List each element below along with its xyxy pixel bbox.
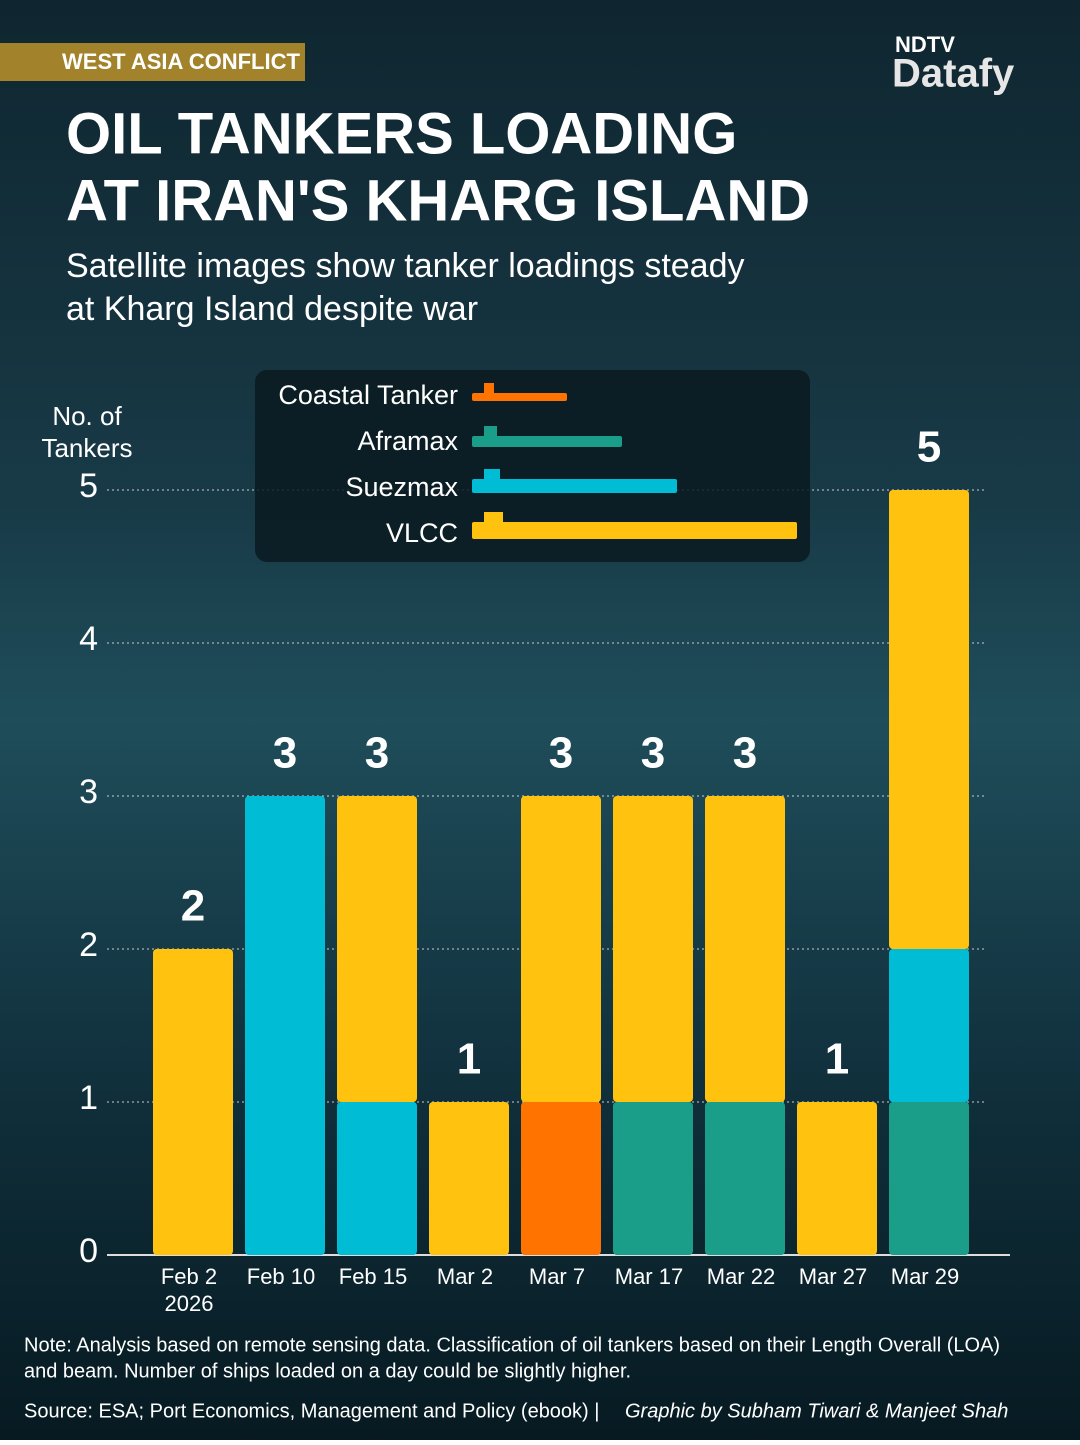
bar-segment xyxy=(337,1102,417,1255)
bar-segment xyxy=(521,1102,601,1255)
legend-swatch xyxy=(472,436,622,447)
total-label: 3 xyxy=(549,729,573,778)
total-label: 1 xyxy=(825,1035,849,1084)
legend-swatch-bridge xyxy=(484,426,497,438)
legend-swatch xyxy=(472,522,797,539)
legend-swatch-bridge xyxy=(484,383,494,395)
bar-segment xyxy=(429,1102,509,1255)
y-axis-label: Tankers xyxy=(41,433,132,463)
legend-swatch xyxy=(472,479,677,493)
bar-segment xyxy=(889,949,969,1102)
note-line: and beam. Number of ships loaded on a da… xyxy=(24,1360,631,1382)
total-label: 3 xyxy=(641,729,665,778)
x-tick-label: Mar 29 xyxy=(891,1264,959,1289)
x-tick-label: Mar 27 xyxy=(799,1264,867,1289)
x-tick-label: Mar 17 xyxy=(615,1264,683,1289)
total-label: 5 xyxy=(917,423,941,472)
x-tick-label: Feb 2 xyxy=(161,1264,217,1289)
total-label: 2 xyxy=(181,882,205,931)
x-tick-label: Mar 22 xyxy=(707,1264,775,1289)
source: Source: ESA; Port Economics, Management … xyxy=(24,1400,599,1422)
credit: Graphic by Subham Tiwari & Manjeet Shah xyxy=(625,1400,1008,1422)
y-tick-label: 4 xyxy=(79,620,98,658)
total-label: 1 xyxy=(457,1035,481,1084)
legend-box xyxy=(255,370,810,562)
total-label: 3 xyxy=(733,729,757,778)
bar-segment xyxy=(705,796,785,1102)
bar-segment xyxy=(337,796,417,1102)
total-label: 3 xyxy=(273,729,297,778)
legend-label: Coastal Tanker xyxy=(278,380,458,410)
subtitle-line: Satellite images show tanker loadings st… xyxy=(66,247,745,285)
y-axis-label: No. of xyxy=(52,401,122,431)
title-line: AT IRAN'S KHARG ISLAND xyxy=(66,168,810,233)
legend-swatch xyxy=(472,393,567,401)
x-tick-label: Mar 7 xyxy=(529,1264,585,1289)
x-tick-label: 2026 xyxy=(165,1291,214,1316)
legend-label: Suezmax xyxy=(345,472,458,502)
bar-segment xyxy=(245,796,325,1255)
x-tick-label: Feb 15 xyxy=(339,1264,408,1289)
y-tick-label: 0 xyxy=(79,1232,98,1270)
y-tick-label: 1 xyxy=(79,1079,98,1117)
brand-top: NDTV xyxy=(895,32,955,57)
legend-label: VLCC xyxy=(386,518,458,548)
bar-segment xyxy=(889,490,969,949)
y-tick-label: 5 xyxy=(79,467,98,505)
bar-segment xyxy=(153,949,233,1255)
legend-swatch-bridge xyxy=(484,469,500,481)
total-label: 3 xyxy=(365,729,389,778)
x-tick-label: Mar 2 xyxy=(437,1264,493,1289)
y-tick-label: 2 xyxy=(79,926,98,964)
note-line: Note: Analysis based on remote sensing d… xyxy=(24,1334,1000,1356)
bar-segment xyxy=(613,796,693,1102)
tag-box xyxy=(0,43,305,81)
legend-label: Aframax xyxy=(357,426,458,456)
legend-swatch-bridge xyxy=(484,512,503,524)
bar-segment xyxy=(797,1102,877,1255)
bar-segment xyxy=(705,1102,785,1255)
title-line: OIL TANKERS LOADING xyxy=(66,101,737,166)
bar-segment xyxy=(613,1102,693,1255)
bar-segment xyxy=(521,796,601,1102)
x-tick-label: Feb 10 xyxy=(247,1264,316,1289)
bar-segment xyxy=(889,1102,969,1255)
subtitle-line: at Kharg Island despite war xyxy=(66,290,478,328)
y-tick-label: 3 xyxy=(79,773,98,811)
brand-bottom: Datafy xyxy=(892,52,1015,96)
tag: WEST ASIA CONFLICT xyxy=(62,49,300,74)
